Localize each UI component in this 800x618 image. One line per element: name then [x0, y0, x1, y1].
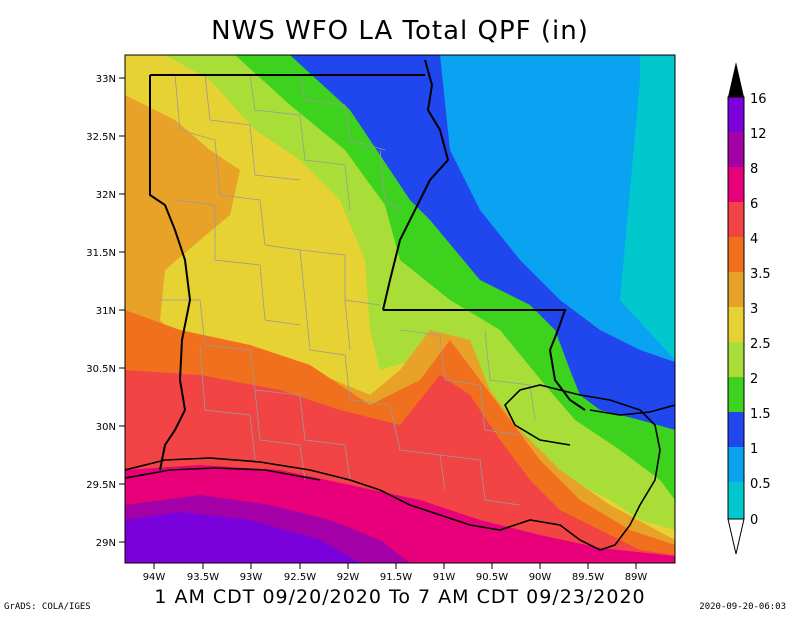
lat-tick-label: 32.5N	[86, 132, 116, 143]
legend-label: 2.5	[750, 337, 771, 352]
legend-label: 0	[750, 513, 758, 528]
lat-axis: 33N 32.5N 32N 31.5N 31N 30.5N 30N 29.5N …	[86, 74, 125, 549]
lat-tick-label: 31N	[96, 306, 116, 317]
parish-boundaries	[160, 74, 536, 506]
precip-field	[125, 55, 675, 563]
legend-swatch	[728, 97, 744, 132]
lat-tick-label: 33N	[96, 74, 116, 85]
lat-tick-label: 31.5N	[86, 248, 116, 259]
legend-label: 12	[750, 127, 767, 142]
lon-tick-label: 91W	[433, 572, 456, 583]
legend-swatch	[728, 482, 744, 519]
legend-label: 16	[750, 92, 767, 107]
legend-swatch	[728, 307, 744, 342]
lon-tick-label: 91.5W	[380, 572, 412, 583]
lon-axis: 94W 93.5W 93W 92.5W 92W 91.5W 91W 90.5W …	[143, 563, 648, 583]
color-legend: 16 12 8 6 4 3.5 3 2.5 2 1.5 1 0.5 0	[727, 62, 771, 555]
valid-period: 1 AM CDT 09/20/2020 To 7 AM CDT 09/23/20…	[154, 586, 646, 608]
generation-timestamp: 2020-09-20-06:03	[699, 602, 786, 612]
lon-tick-label: 89W	[625, 572, 648, 583]
legend-swatch	[728, 377, 744, 412]
legend-bottom-arrow	[727, 518, 745, 555]
band-12-16	[125, 512, 360, 563]
legend-label: 4	[750, 232, 758, 247]
legend-top-arrow	[728, 62, 744, 97]
legend-label: 6	[750, 197, 758, 212]
lat-tick-label: 32N	[96, 190, 116, 201]
legend-swatch	[728, 412, 744, 447]
lon-tick-label: 93W	[240, 572, 263, 583]
plot-frame	[124, 54, 676, 564]
legend-swatch	[728, 237, 744, 272]
lon-tick-label: 90W	[529, 572, 552, 583]
lon-tick-label: 92.5W	[284, 572, 316, 583]
lat-tick-label: 29N	[96, 538, 116, 549]
legend-label: 1.5	[750, 407, 771, 422]
state-boundaries	[149, 59, 586, 471]
legend-swatch	[728, 167, 744, 202]
map-title: NWS WFO LA Total QPF (in)	[211, 16, 589, 46]
lon-tick-label: 90.5W	[476, 572, 508, 583]
legend-label: 3.5	[750, 267, 771, 282]
lat-tick-label: 30N	[96, 422, 116, 433]
legend-swatch	[728, 342, 744, 377]
lon-tick-label: 89.5W	[572, 572, 604, 583]
legend-swatch	[728, 132, 744, 167]
lon-tick-label: 92W	[337, 572, 360, 583]
legend-label: 0.5	[750, 477, 771, 492]
legend-label: 8	[750, 162, 758, 177]
legend-frame	[727, 96, 745, 520]
legend-label: 1	[750, 442, 758, 457]
legend-swatch	[728, 202, 744, 237]
lat-tick-label: 30.5N	[86, 364, 116, 375]
legend-swatch	[728, 272, 744, 307]
lon-tick-label: 93.5W	[187, 572, 219, 583]
legend-swatch	[728, 447, 744, 482]
software-credit: GrADS: COLA/IGES	[4, 602, 91, 612]
legend-label: 2	[750, 372, 758, 387]
coastline	[125, 384, 675, 551]
legend-label: 3	[750, 302, 758, 317]
lat-tick-label: 29.5N	[86, 480, 116, 491]
lon-tick-label: 94W	[143, 572, 166, 583]
